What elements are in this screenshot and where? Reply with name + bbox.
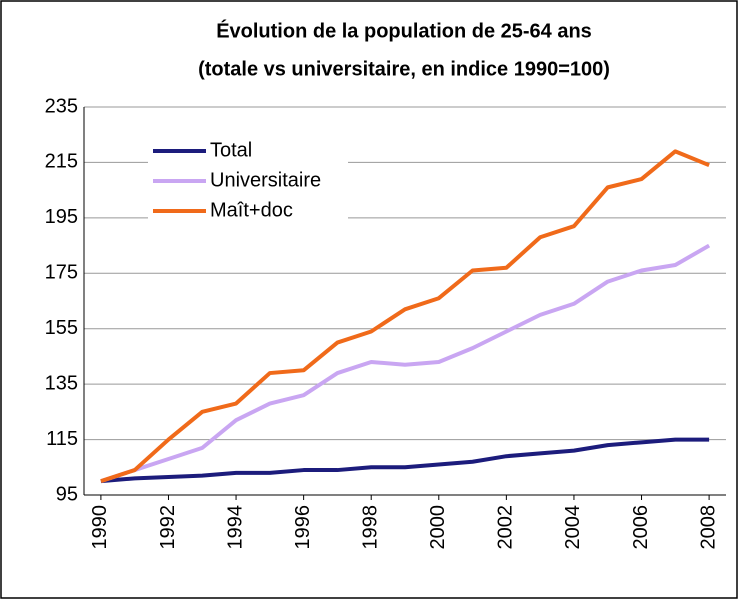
x-tick-label: 1998 xyxy=(359,505,381,550)
x-tick-label: 2000 xyxy=(427,505,449,550)
series-line xyxy=(100,437,710,484)
chart-title: Évolution de la population de 25-64 ans xyxy=(216,19,592,42)
series-line xyxy=(100,149,710,484)
legend-label: Universitaire xyxy=(210,169,321,191)
x-tick-label: 1992 xyxy=(157,505,179,550)
x-tick-label: 2008 xyxy=(697,505,719,550)
y-tick-label: 195 xyxy=(45,206,78,228)
chart-subtitle: (totale vs universitaire, en indice 1990… xyxy=(198,58,610,80)
x-tick-label: 1994 xyxy=(224,505,246,550)
legend-label: Maît+doc xyxy=(210,199,293,221)
y-tick-label: 95 xyxy=(56,483,78,505)
y-tick-label: 175 xyxy=(45,262,78,284)
series-line xyxy=(100,243,711,484)
x-tick-label: 1996 xyxy=(292,505,314,550)
legend-label: Total xyxy=(210,139,252,161)
x-tick-label: 2004 xyxy=(562,505,584,550)
y-tick-label: 155 xyxy=(45,317,78,339)
x-tick-label: 2002 xyxy=(495,505,517,550)
y-tick-label: 115 xyxy=(46,428,78,450)
y-tick-label: 215 xyxy=(45,151,78,173)
y-tick-label: 235 xyxy=(45,95,78,117)
x-tick-label: 2006 xyxy=(630,505,652,550)
y-tick-label: 135 xyxy=(45,372,78,394)
x-tick-label: 1990 xyxy=(89,505,111,550)
